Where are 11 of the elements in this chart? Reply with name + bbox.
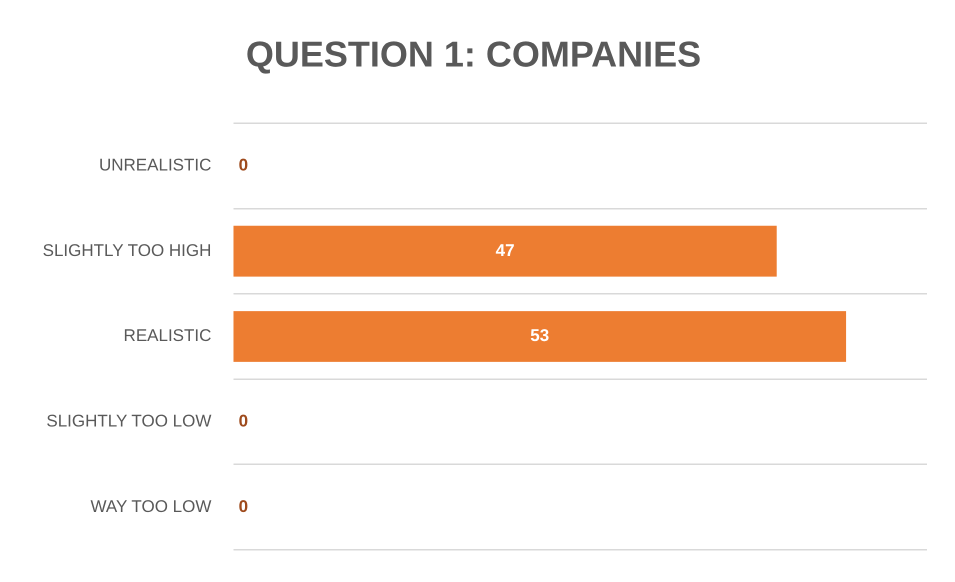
data-label: 0 (238, 412, 248, 431)
y-tick-label: SLIGHTLY TOO HIGH (42, 240, 212, 260)
data-label: 0 (238, 156, 248, 175)
y-tick-label: REALISTIC (124, 326, 212, 346)
y-tick-label: WAY TOO LOW (90, 496, 212, 516)
data-label: 53 (530, 326, 550, 346)
chart-title: QUESTION 1: COMPANIES (246, 34, 702, 75)
y-tick-label: UNREALISTIC (98, 156, 212, 175)
data-label: 47 (496, 240, 515, 260)
y-tick-label: SLIGHTLY TOO LOW (46, 412, 212, 431)
data-label: 0 (238, 496, 248, 516)
